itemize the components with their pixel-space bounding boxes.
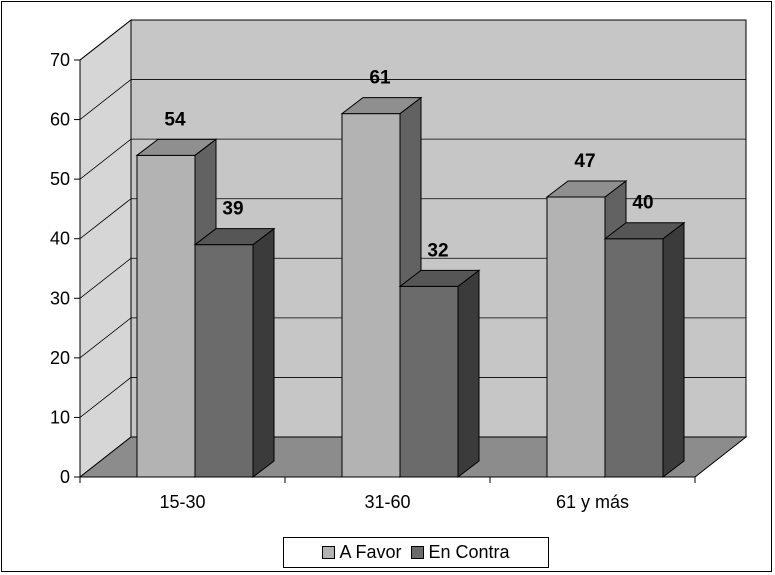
legend-item-a-favor: A Favor [322,542,401,563]
gridline [79,19,746,61]
y-tick-label: 0 [60,467,70,487]
y-tick-label: 50 [50,169,70,189]
bar-a-favor-front [546,196,606,478]
bar-en-contra-side [252,227,275,479]
legend: A Favor En Contra [283,537,549,568]
gridline [79,377,746,418]
y-tick-label: 20 [50,348,70,368]
bar-en-contra-top [398,269,481,287]
bar-en-contra-side [457,269,480,479]
gridline [79,257,746,299]
y-tick-label: 10 [50,407,70,427]
legend-swatch-en-contra [411,546,425,559]
legend-label-en-contra: En Contra [428,542,510,562]
gridline [79,317,746,359]
legend-swatch-a-favor [322,546,336,559]
data-label: 39 [222,199,243,220]
bar-en-contra-top [603,222,686,240]
data-label: 40 [632,193,653,214]
bar-a-favor-top [340,97,423,115]
bar-en-contra-top [193,228,276,246]
side-wall [79,18,132,479]
data-label: 32 [427,240,448,261]
bar-en-contra-front [399,285,459,478]
y-tick-label: 70 [50,50,70,70]
bar-a-favor-top [135,138,218,156]
x-category-label: 61 y más [556,492,629,512]
bar-en-contra-front [604,238,664,478]
y-tick-label: 40 [50,229,70,249]
x-category-label: 15-30 [159,492,205,512]
bar-en-contra-front [194,244,254,478]
bar-en-contra-side [662,221,685,479]
gridline [79,198,746,240]
data-label: 54 [164,109,186,130]
bar-a-favor-front [341,113,401,478]
gridline [79,79,746,120]
legend-label-a-favor: A Favor [339,542,402,562]
gridline [79,138,746,180]
y-tick-label: 60 [50,110,70,130]
bar-a-favor-top [545,180,628,198]
x-category-label: 31-60 [364,492,410,512]
bar-a-favor-front [136,154,196,478]
y-tick-label: 30 [50,288,70,308]
data-label: 61 [369,68,391,89]
data-label: 47 [574,151,595,172]
legend-item-en-contra: En Contra [411,542,510,563]
